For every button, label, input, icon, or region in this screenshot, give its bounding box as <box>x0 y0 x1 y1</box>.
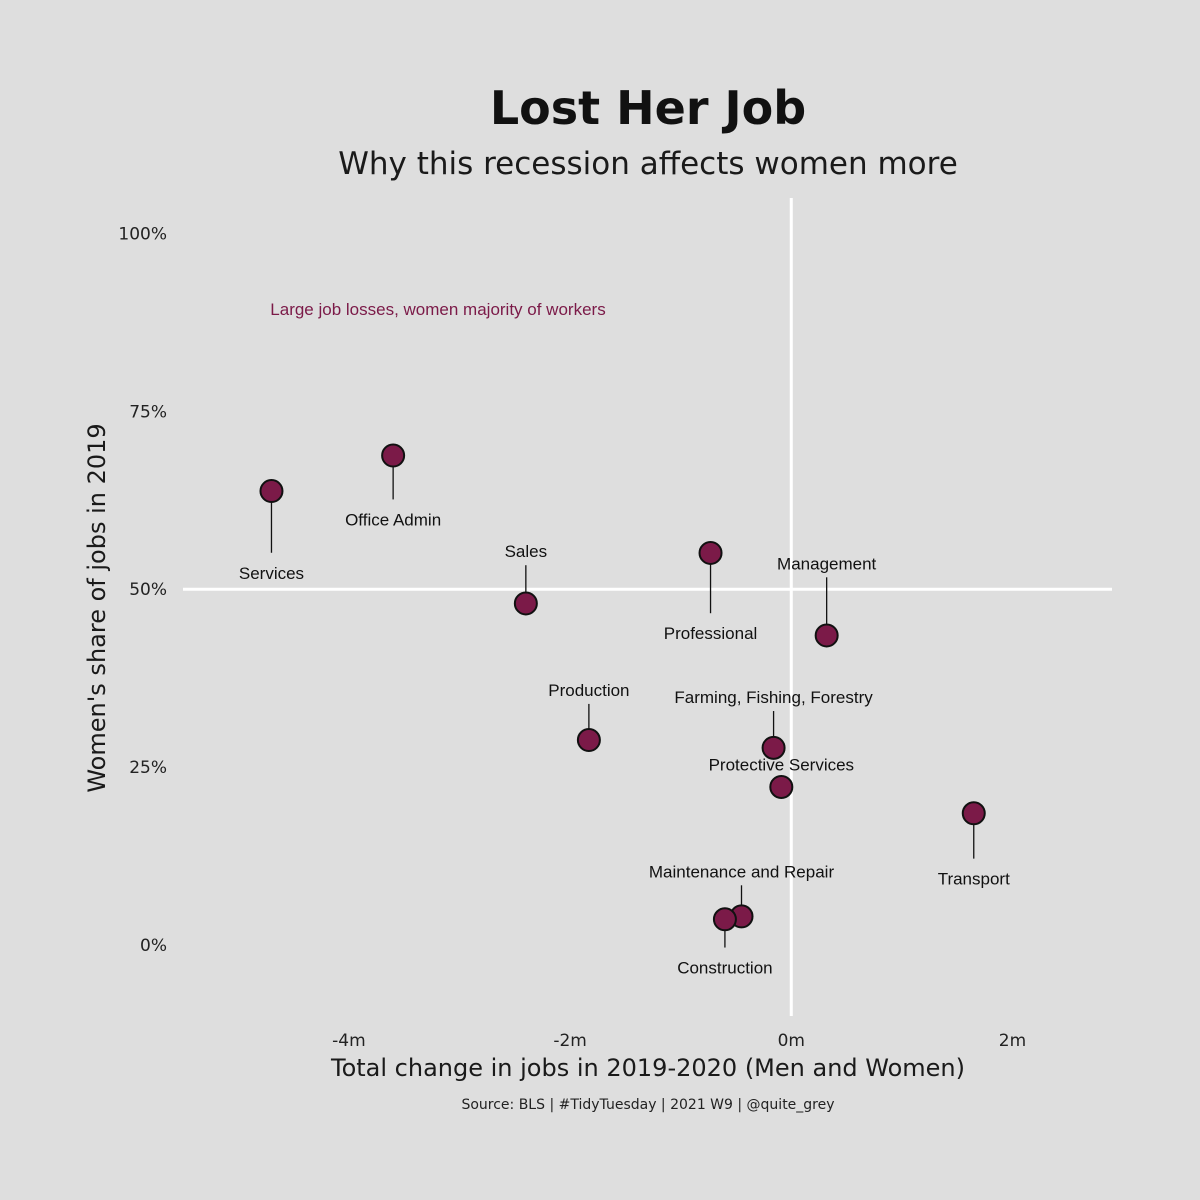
x-tick-label: 2m <box>999 1031 1026 1051</box>
point-label: Protective Services <box>709 756 855 775</box>
y-axis-title: Women's share of jobs in 2019 <box>83 423 111 792</box>
y-tick-label: 0% <box>140 936 167 956</box>
x-axis-ticks: -4m -2m 0m 2m <box>332 1031 1026 1051</box>
x-tick-label: -2m <box>553 1031 587 1051</box>
data-point <box>513 591 538 616</box>
point-label: Professional <box>664 624 758 643</box>
x-tick-label: -4m <box>332 1031 366 1051</box>
chart-caption: Source: BLS | #TidyTuesday | 2021 W9 | @… <box>461 1097 834 1113</box>
label-leader-lines <box>270 466 975 948</box>
y-axis-ticks: 0% 25% 50% 75% 100% <box>118 225 167 956</box>
point-label: Transport <box>938 870 1010 889</box>
data-point <box>761 735 786 760</box>
data-point <box>961 801 986 826</box>
y-tick-label: 25% <box>129 758 167 778</box>
point-label: Sales <box>505 542 548 561</box>
quadrant-annotation: Large job losses, women majority of work… <box>270 300 605 319</box>
chart-subtitle: Why this recession affects women more <box>338 146 958 182</box>
data-point <box>814 623 839 648</box>
data-point <box>381 443 406 468</box>
point-label: Maintenance and Repair <box>649 862 835 881</box>
x-tick-label: 0m <box>778 1031 805 1051</box>
point-label: Services <box>239 564 304 583</box>
point-label: Office Admin <box>345 510 441 529</box>
data-point <box>259 479 284 504</box>
point-label: Management <box>777 554 877 573</box>
y-tick-label: 50% <box>129 580 167 600</box>
data-points <box>259 443 986 932</box>
point-labels: Services Office Admin Sales Professional Man… <box>239 510 1010 977</box>
data-point <box>576 728 601 753</box>
data-point <box>769 774 794 799</box>
point-label: Production <box>548 681 629 700</box>
point-label: Farming, Fishing, Forestry <box>674 688 873 707</box>
data-point <box>698 540 723 565</box>
reference-lines <box>183 198 1112 1016</box>
y-tick-label: 75% <box>129 402 167 422</box>
x-axis-title: Total change in jobs in 2019-2020 (Men a… <box>330 1054 965 1082</box>
data-point <box>712 907 737 932</box>
chart-title: Lost Her Job <box>490 81 806 135</box>
point-label: Construction <box>677 959 772 978</box>
y-tick-label: 100% <box>118 225 167 245</box>
